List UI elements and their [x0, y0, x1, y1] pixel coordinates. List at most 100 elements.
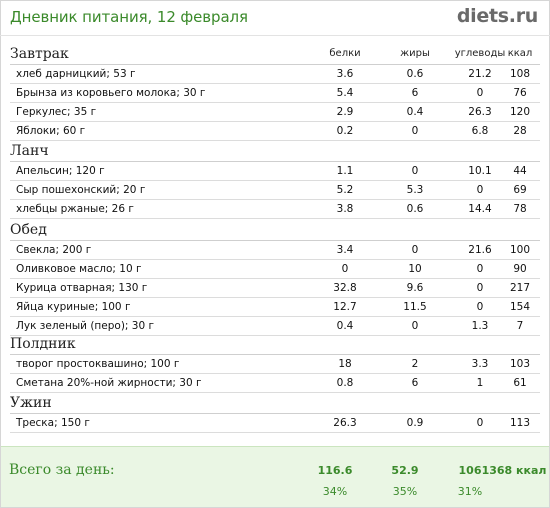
food-row[interactable]: Сыр пошехонский; 20 г 5.2 5.3 0 69 — [10, 181, 540, 200]
food-protein: 5.2 — [336, 184, 354, 196]
food-carbs: 21.6 — [468, 244, 492, 256]
food-protein: 0.8 — [336, 377, 354, 389]
food-protein: 0 — [341, 263, 349, 275]
food-protein: 0.2 — [336, 125, 354, 137]
food-kcal: 108 — [509, 68, 531, 80]
food-protein: 3.6 — [336, 68, 354, 80]
food-name: Свекла; 200 г — [16, 244, 92, 256]
meal-title: Ланч — [10, 143, 49, 159]
food-carbs: 0 — [476, 301, 484, 313]
diets-logo[interactable]: diets.ru — [457, 5, 538, 27]
totals-label: Всего за день: — [9, 462, 115, 478]
food-name: Апельсин; 120 г — [16, 165, 105, 177]
food-row[interactable]: Яблоки; 60 г 0.2 0 6.8 28 — [10, 122, 540, 141]
food-fat: 0.9 — [406, 417, 424, 429]
page-title: Дневник питания, 12 февраля — [10, 8, 248, 26]
food-row[interactable]: хлебцы ржаные; 26 г 3.8 0.6 14.4 78 — [10, 200, 540, 219]
meal-title: Обед — [10, 222, 47, 238]
meal-divider — [10, 64, 540, 65]
food-row[interactable]: Апельсин; 120 г 1.1 0 10.1 44 — [10, 162, 540, 181]
food-carbs: 0 — [476, 263, 484, 275]
food-carbs: 0 — [476, 282, 484, 294]
food-name: Яйца куриные; 100 г — [16, 301, 131, 313]
food-row[interactable]: Треска; 150 г 26.3 0.9 0 113 — [10, 414, 540, 433]
food-row[interactable]: Лук зеленый (перо); 30 г 0.4 0 1.3 7 — [10, 317, 540, 336]
column-header-fat: жиры — [400, 48, 430, 59]
food-row[interactable]: Геркулес; 35 г 2.9 0.4 26.3 120 — [10, 103, 540, 122]
total-protein: 116.6 — [317, 464, 353, 477]
food-kcal: 28 — [513, 125, 527, 137]
food-row[interactable]: хлеб дарницкий; 53 г 3.6 0.6 21.2 108 — [10, 65, 540, 84]
food-row[interactable]: Сметана 20%-ной жирности; 30 г 0.8 6 1 61 — [10, 374, 540, 393]
daily-totals: Всего за день: 116.6 52.9 106 1368 ккал … — [1, 446, 549, 507]
total-kcal: 1368 ккал — [481, 464, 547, 477]
food-name: Сметана 20%-ной жирности; 30 г — [16, 377, 202, 389]
food-kcal: 113 — [509, 417, 531, 429]
fat-percent: 35% — [392, 485, 418, 498]
page-header: Дневник питания, 12 февраля diets.ru — [0, 0, 550, 36]
food-fat: 0.6 — [406, 68, 424, 80]
protein-percent: 34% — [322, 485, 348, 498]
food-name: Яблоки; 60 г — [16, 125, 86, 137]
food-fat: 6 — [411, 377, 419, 389]
food-carbs: 1 — [476, 377, 484, 389]
food-kcal: 100 — [509, 244, 531, 256]
food-kcal: 154 — [509, 301, 531, 313]
food-protein: 3.8 — [336, 203, 354, 215]
meal-divider — [10, 161, 540, 162]
food-name: Курица отварная; 130 г — [16, 282, 148, 294]
food-protein: 1.1 — [336, 165, 354, 177]
total-carbs: 106 — [458, 464, 482, 477]
meal-section: Ланч Апельсин; 120 г 1.1 0 10.1 44 Сыр пошехон… — [10, 141, 540, 219]
food-protein: 0.4 — [336, 320, 354, 332]
food-protein: 5.4 — [336, 87, 354, 99]
food-fat: 6 — [411, 87, 419, 99]
food-row[interactable]: Брынза из коровьего молока; 30 г 5.4 6 0 76 — [10, 84, 540, 103]
food-fat: 5.3 — [406, 184, 424, 196]
food-kcal: 90 — [513, 263, 527, 275]
meal-divider — [10, 354, 540, 355]
food-carbs: 26.3 — [468, 106, 492, 118]
food-fat: 0.4 — [406, 106, 424, 118]
food-name: хлеб дарницкий; 53 г — [16, 68, 136, 80]
food-kcal: 76 — [513, 87, 527, 99]
carbs-percent: 31% — [457, 485, 483, 498]
meal-divider — [10, 240, 540, 241]
food-row[interactable]: Яйца куриные; 100 г 12.7 11.5 0 154 — [10, 298, 540, 317]
food-fat: 0 — [411, 125, 419, 137]
food-fat: 0 — [411, 320, 419, 332]
food-row[interactable]: творог простоквашино; 100 г 18 2 3.3 103 — [10, 355, 540, 374]
meal-section: Обед Свекла; 200 г 3.4 0 21.6 100 Оливковое ма… — [10, 220, 540, 336]
food-fat: 0 — [411, 244, 419, 256]
food-fat: 0 — [411, 165, 419, 177]
food-carbs: 0 — [476, 417, 484, 429]
column-header-kcal: ккал — [507, 48, 533, 59]
meal-section: Ужин Треска; 150 г 26.3 0.9 0 113 — [10, 393, 540, 433]
food-protein: 26.3 — [333, 417, 357, 429]
meal-section: Завтрак хлеб дарницкий; 53 г 3.6 0.6 21.2 108… — [10, 44, 540, 141]
column-header-protein: белки — [329, 48, 361, 59]
logo-main: diets — [456, 5, 509, 27]
food-name: Геркулес; 35 г — [16, 106, 97, 118]
logo-tld: ru — [515, 5, 539, 27]
food-name: творог простоквашино; 100 г — [16, 358, 180, 370]
food-name: Сыр пошехонский; 20 г — [16, 184, 146, 196]
food-kcal: 217 — [509, 282, 531, 294]
food-fat: 0.6 — [406, 203, 424, 215]
food-kcal: 69 — [513, 184, 527, 196]
food-carbs: 21.2 — [468, 68, 492, 80]
column-header-carbs: углеводы — [454, 48, 506, 59]
food-name: Оливковое масло; 10 г — [16, 263, 142, 275]
food-name: хлебцы ржаные; 26 г — [16, 203, 134, 215]
food-kcal: 120 — [509, 106, 531, 118]
food-row[interactable]: Курица отварная; 130 г 32.8 9.6 0 217 — [10, 279, 540, 298]
food-fat: 11.5 — [403, 301, 427, 313]
food-protein: 12.7 — [333, 301, 357, 313]
food-carbs: 0 — [476, 184, 484, 196]
food-row[interactable]: Оливковое масло; 10 г 0 10 0 90 — [10, 260, 540, 279]
food-kcal: 7 — [516, 320, 524, 332]
food-row[interactable]: Свекла; 200 г 3.4 0 21.6 100 — [10, 241, 540, 260]
food-name: Треска; 150 г — [16, 417, 90, 429]
food-carbs: 1.3 — [471, 320, 489, 332]
food-protein: 18 — [338, 358, 352, 370]
